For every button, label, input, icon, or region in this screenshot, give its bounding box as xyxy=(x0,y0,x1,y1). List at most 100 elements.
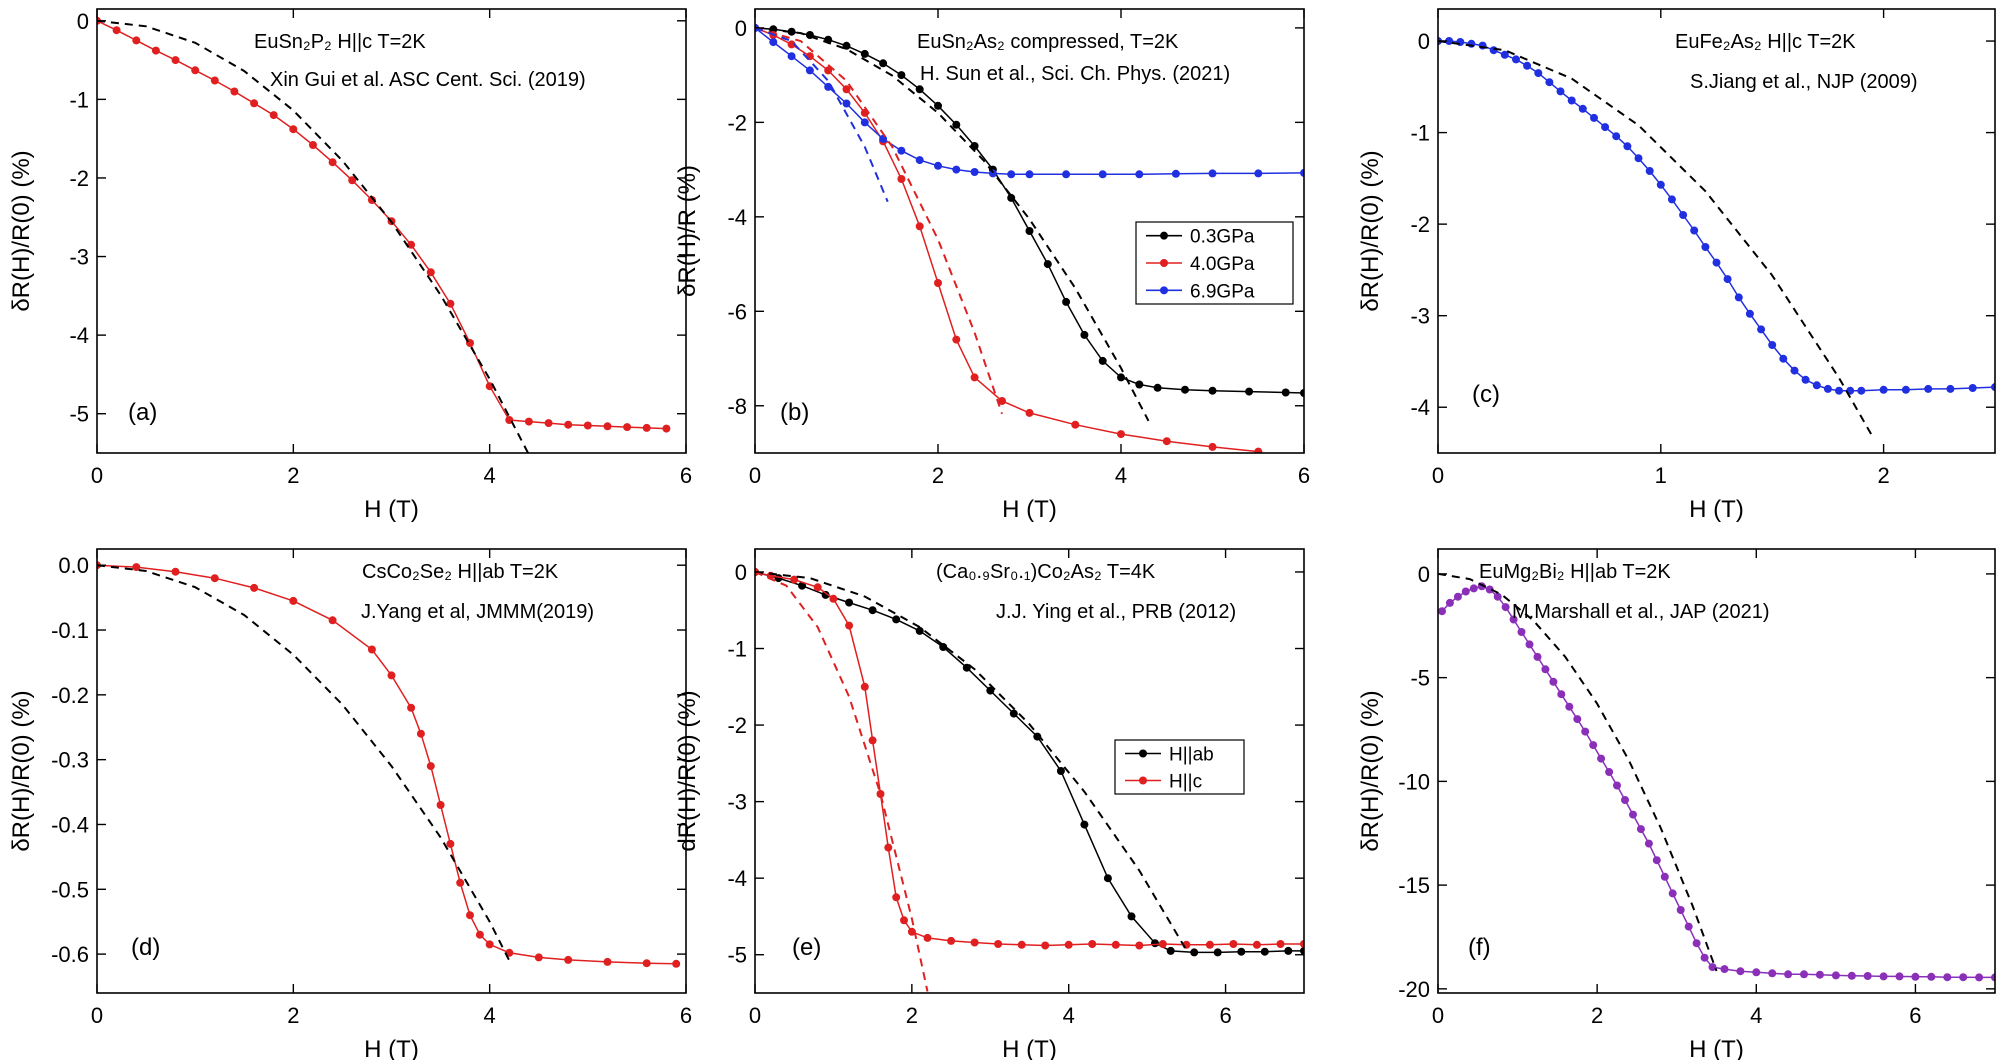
data-point-c-data-26 xyxy=(1723,275,1732,284)
data-point-b-6.9GPa-5 xyxy=(842,99,851,108)
panel-f: 0 2 4 6 0 -5 -10 -15 -20 H (T) δR(H)/R(0) (%) EuMg₂… xyxy=(1357,548,1996,1060)
data-point-d-data-14 xyxy=(456,878,465,887)
data-point-c-data-40 xyxy=(1901,385,1910,394)
panel-label-e: (e) xyxy=(792,934,821,961)
data-point-f-data-45 xyxy=(1879,972,1888,981)
data-point-d-data-20 xyxy=(564,955,573,964)
y-tick-label-a-1: -1 xyxy=(69,87,89,112)
data-point-d-data-7 xyxy=(367,645,376,654)
y-tick-label-f-2: -10 xyxy=(1398,769,1430,794)
data-point-a-data-4 xyxy=(171,56,180,65)
y-tick-label-e-1: -1 xyxy=(727,637,747,662)
x-tick-label-d-1: 2 xyxy=(287,1003,299,1028)
data-point-b-0.3GPa-9 xyxy=(915,85,924,94)
data-point-b-6.9GPa-21 xyxy=(1254,169,1263,178)
data-point-b-0.3GPa-20 xyxy=(1117,373,1125,382)
data-point-e-H||c-6 xyxy=(860,682,869,691)
data-point-e-H||c-20 xyxy=(1088,940,1097,948)
data-point-d-data-13 xyxy=(446,839,455,848)
series-line-b-fit-4.0 xyxy=(755,26,1003,415)
data-point-b-0.3GPa-15 xyxy=(1025,227,1034,235)
y-tick-label-f-3: -15 xyxy=(1398,873,1430,898)
data-point-a-data-23 xyxy=(544,419,553,428)
data-point-f-data-43 xyxy=(1847,971,1856,980)
legend-label-b-2: 6.9GPa xyxy=(1190,281,1255,302)
x-axis-label-a: H (T) xyxy=(364,496,419,523)
data-point-b-0.3GPa-18 xyxy=(1080,330,1089,339)
x-tick-label-d-3: 6 xyxy=(680,1003,692,1028)
data-point-c-data-21 xyxy=(1667,195,1676,204)
y-tick-label-b-1: -2 xyxy=(727,110,747,135)
data-point-f-data-10 xyxy=(1517,628,1526,636)
axes-frame-d xyxy=(96,548,687,994)
y-tick-label-a-2: -2 xyxy=(69,166,89,191)
data-point-e-H||c-18 xyxy=(1041,941,1050,950)
plot-area-d xyxy=(97,561,681,968)
data-point-b-6.9GPa-11 xyxy=(952,165,961,174)
panel-label-a: (a) xyxy=(128,399,157,426)
data-point-e-H||ab-22 xyxy=(1260,947,1269,956)
panel-label-b: (b) xyxy=(780,399,809,426)
data-point-e-H||c-8 xyxy=(876,790,885,798)
data-point-b-0.3GPa-22 xyxy=(1153,383,1162,392)
data-point-b-6.9GPa-9 xyxy=(915,156,924,165)
data-point-f-data-52 xyxy=(1991,973,1995,982)
data-point-b-0.3GPa-27 xyxy=(1300,389,1304,397)
data-point-a-data-25 xyxy=(583,421,592,430)
data-point-e-H||ab-17 xyxy=(1151,939,1159,948)
data-point-c-data-18 xyxy=(1634,154,1643,163)
data-point-a-data-22 xyxy=(524,417,533,426)
data-point-b-0.3GPa-23 xyxy=(1181,385,1189,394)
axes-frame-e xyxy=(754,548,1305,994)
data-point-c-data-17 xyxy=(1623,142,1632,151)
data-point-e-H||c-19 xyxy=(1064,940,1073,949)
data-point-c-data-24 xyxy=(1701,243,1710,251)
data-point-a-data-12 xyxy=(328,158,337,167)
data-point-f-data-6 xyxy=(1485,585,1494,594)
data-point-c-data-35 xyxy=(1823,384,1832,393)
data-point-e-H||c-23 xyxy=(1158,940,1167,948)
data-point-e-H||c-14 xyxy=(947,936,956,945)
x-tick-label-d-0: 0 xyxy=(91,1003,103,1028)
x-tick-label-b-3: 6 xyxy=(1298,463,1310,488)
series-line-a-fit xyxy=(97,19,530,453)
panel-label-d: (d) xyxy=(131,934,160,961)
data-point-c-data-1 xyxy=(1445,37,1454,45)
data-point-e-H||c-27 xyxy=(1252,940,1261,949)
data-point-c-data-13 xyxy=(1578,104,1587,113)
data-point-c-data-34 xyxy=(1812,381,1821,390)
x-axis-label-c: H (T) xyxy=(1689,496,1744,523)
data-point-b-4.0GPa-15 xyxy=(1071,420,1080,429)
data-point-c-data-9 xyxy=(1534,69,1543,78)
data-point-e-H||c-2 xyxy=(790,575,799,584)
data-point-b-0.3GPa-19 xyxy=(1098,356,1107,365)
data-point-f-data-41 xyxy=(1815,970,1824,979)
data-point-e-H||ab-14 xyxy=(1080,820,1089,829)
data-point-f-data-34 xyxy=(1708,963,1717,972)
data-point-c-data-14 xyxy=(1590,113,1598,122)
data-point-c-data-22 xyxy=(1679,211,1688,219)
series-line-b-0.3GPa xyxy=(755,27,1304,394)
data-point-a-data-6 xyxy=(210,76,219,85)
data-point-e-H||ab-3 xyxy=(821,590,830,599)
data-point-c-data-10 xyxy=(1545,78,1554,87)
data-point-e-H||ab-19 xyxy=(1190,948,1199,957)
y-tick-label-c-4: -4 xyxy=(1410,395,1430,420)
data-point-d-data-3 xyxy=(210,574,219,583)
legend-marker-b-1 xyxy=(1160,259,1168,267)
data-point-f-data-8 xyxy=(1501,603,1510,612)
data-point-e-H||c-16 xyxy=(994,940,1003,948)
data-point-f-data-51 xyxy=(1975,973,1984,982)
data-point-b-6.9GPa-14 xyxy=(1007,170,1016,179)
data-point-b-4.0GPa-9 xyxy=(915,222,924,231)
x-tick-label-f-1: 2 xyxy=(1591,1003,1603,1028)
data-point-b-0.3GPa-21 xyxy=(1135,380,1144,389)
data-point-c-data-5 xyxy=(1489,46,1498,55)
plot-area-b xyxy=(755,23,1304,453)
x-tick-label-d-2: 4 xyxy=(484,1003,496,1028)
y-tick-label-a-3: -3 xyxy=(69,245,89,270)
y-tick-label-f-1: -5 xyxy=(1410,666,1430,691)
y-tick-label-c-2: -2 xyxy=(1410,212,1430,237)
legend-label-e-1: H||c xyxy=(1169,772,1202,793)
